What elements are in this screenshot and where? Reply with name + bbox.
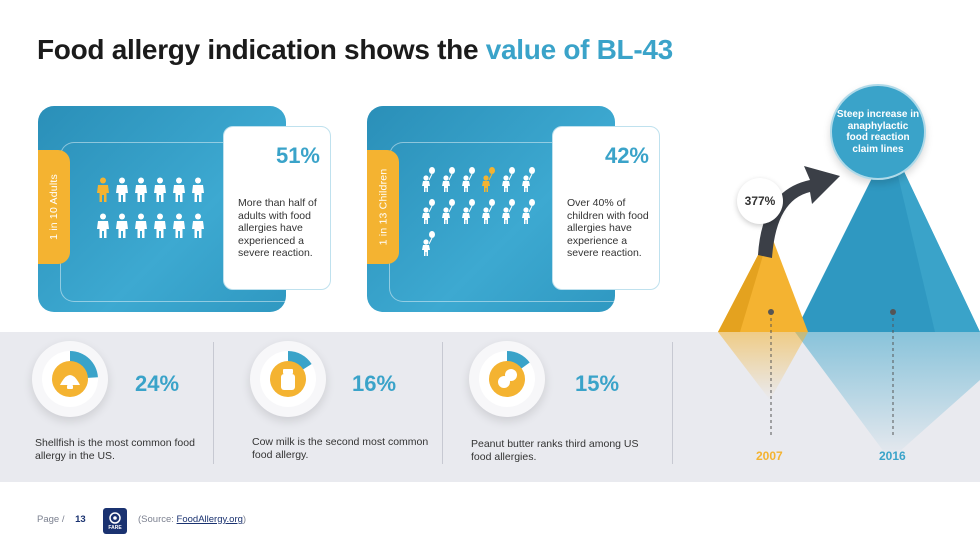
source-suffix: )	[242, 514, 247, 525]
peanut-description: Peanut butter ranks third among US food …	[471, 438, 639, 463]
children-stat-box: 42% Over 40% of children with food aller…	[552, 126, 660, 290]
child-balloon-icon	[422, 199, 435, 224]
person-icon	[116, 213, 128, 238]
milk-icon	[281, 369, 295, 390]
milk-percent: 16%	[352, 371, 397, 396]
year-2007: 2007	[756, 449, 783, 463]
child-balloon-icon	[522, 199, 535, 224]
peanut-donut	[469, 341, 545, 417]
adults-percent: 51%	[275, 143, 320, 168]
peanut-donut-chart	[479, 351, 535, 407]
title-highlight: value of BL-43	[485, 34, 673, 65]
shellfish-donut-chart	[42, 351, 98, 407]
person-icon	[192, 213, 204, 238]
source-link[interactable]: FoodAllergy.org	[176, 514, 243, 525]
child-balloon-icon	[502, 199, 515, 224]
fare-logo: FARE	[103, 508, 127, 534]
child-balloon-icon	[442, 199, 455, 224]
milk-donut-chart	[260, 351, 316, 407]
callout-circle: Steep increase in anaphylactic food reac…	[830, 84, 926, 180]
adults-stat-box: 51% More than half of adults with food a…	[223, 126, 331, 290]
shellfish-description: Shellfish is the most common food allerg…	[35, 437, 195, 462]
child-balloon-icon	[442, 167, 455, 192]
person-icon	[154, 177, 166, 202]
children-tab-label: 1 in 13 Children	[377, 168, 389, 246]
person-icon	[173, 213, 185, 238]
person-icon	[97, 213, 109, 238]
page-separator: /	[61, 514, 65, 525]
divider-1	[213, 342, 214, 464]
adults-description: More than half of adults with food aller…	[238, 197, 317, 259]
shellfish-percent: 24%	[135, 371, 180, 396]
child-balloon-icon	[462, 199, 475, 224]
divider-2	[442, 342, 443, 464]
children-description: Over 40% of children with food allergies…	[567, 197, 649, 259]
children-percent: 42%	[604, 143, 649, 168]
footer-source: (Source: FoodAllergy.org)	[138, 514, 246, 525]
person-icon	[154, 213, 166, 238]
person-icon	[135, 177, 147, 202]
adults-tab: 1 in 10 Adults	[38, 150, 70, 264]
peanut-icon	[498, 369, 517, 388]
source-prefix: (Source:	[138, 514, 177, 525]
child-balloon-icon	[462, 167, 475, 192]
child-balloon-icon	[482, 199, 495, 224]
title-main: Food allergy indication shows the	[37, 34, 486, 65]
yellow-mountain-shade	[718, 232, 770, 332]
adults-figures	[96, 177, 210, 239]
person-icon	[173, 177, 185, 202]
page-label: Page	[37, 514, 60, 525]
page-title: Food allergy indication shows the value …	[37, 34, 673, 66]
growth-arrow	[758, 166, 840, 258]
fare-logo-icon	[109, 512, 121, 524]
children-figures	[420, 167, 540, 257]
child-balloon-icon	[422, 231, 435, 256]
children-tab: 1 in 13 Children	[367, 150, 399, 264]
child-balloon-icon	[502, 167, 515, 192]
logo-text: FARE	[108, 525, 122, 531]
shell-icon	[60, 375, 80, 389]
child-balloon-icon	[422, 167, 435, 192]
milk-donut	[250, 341, 326, 417]
blue-mountain-shade	[890, 142, 980, 332]
callout-text: Steep increase in anaphylactic food reac…	[836, 109, 920, 155]
divider-3	[672, 342, 673, 464]
milk-description: Cow milk is the second most common food …	[252, 436, 429, 461]
person-icon	[97, 177, 109, 202]
person-icon	[135, 213, 147, 238]
adults-tab-label: 1 in 10 Adults	[48, 174, 61, 240]
person-icon	[116, 177, 128, 202]
child-balloon-icon	[482, 167, 495, 192]
shellfish-donut	[32, 341, 108, 417]
growth-mountains	[718, 142, 980, 460]
year-2016: 2016	[879, 449, 906, 463]
page-number: 13	[75, 514, 86, 525]
footer-page: Page / 13	[37, 514, 86, 525]
blue-mountain-reflection	[795, 332, 980, 460]
person-icon	[192, 177, 204, 202]
increase-bubble: 377%	[737, 178, 783, 224]
yellow-mountain-reflection	[718, 332, 808, 400]
peanut-percent: 15%	[575, 371, 620, 396]
child-balloon-icon	[522, 167, 535, 192]
